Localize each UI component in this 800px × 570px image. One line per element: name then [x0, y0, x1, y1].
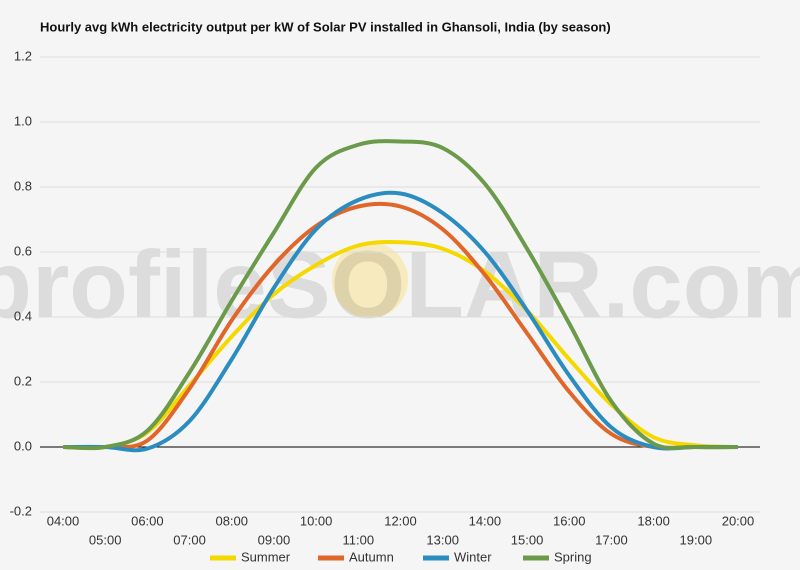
- chart-title: Hourly avg kWh electricity output per kW…: [40, 19, 611, 34]
- x-tick-label: 11:00: [343, 532, 375, 547]
- x-tick-label: 05:00: [89, 532, 122, 547]
- x-tick-label: 12:00: [384, 513, 417, 528]
- x-tick-label: 19:00: [680, 532, 713, 547]
- legend-label: Spring: [554, 549, 592, 564]
- y-tick-label: 1.0: [14, 113, 32, 128]
- x-tick-label: 04:00: [47, 513, 80, 528]
- x-tick-label: 06:00: [131, 513, 164, 528]
- legend-label: Winter: [454, 549, 492, 564]
- y-tick-label: 0.0: [14, 438, 32, 453]
- y-tick-label: 0.4: [14, 308, 32, 323]
- x-tick-label: 08:00: [215, 513, 248, 528]
- series-line: [62, 139, 739, 451]
- x-tick-label: 18:00: [637, 513, 670, 528]
- y-tick-label: 0.6: [14, 243, 32, 258]
- series-line: [62, 190, 738, 453]
- x-tick-label: 20:00: [722, 513, 755, 528]
- x-tick-label: 09:00: [258, 532, 291, 547]
- x-tick-label: 17:00: [595, 532, 628, 547]
- legend-label: Summer: [241, 549, 291, 564]
- x-tick-label: 07:00: [173, 532, 206, 547]
- x-tick-label: 13:00: [426, 532, 459, 547]
- series-line: [62, 201, 738, 450]
- legend-label: Autumn: [349, 549, 394, 564]
- x-tick-label: 16:00: [553, 513, 586, 528]
- y-tick-label: -0.2: [10, 503, 32, 518]
- x-tick-label: 15:00: [511, 532, 544, 547]
- y-tick-label: 1.2: [14, 48, 32, 63]
- watermark-sun: [332, 242, 408, 318]
- y-tick-label: 0.8: [14, 178, 32, 193]
- y-tick-label: 0.2: [14, 373, 32, 388]
- x-tick-label: 14:00: [469, 513, 502, 528]
- x-tick-label: 10:00: [300, 513, 333, 528]
- watermark: profileSOLAR.com: [0, 231, 800, 338]
